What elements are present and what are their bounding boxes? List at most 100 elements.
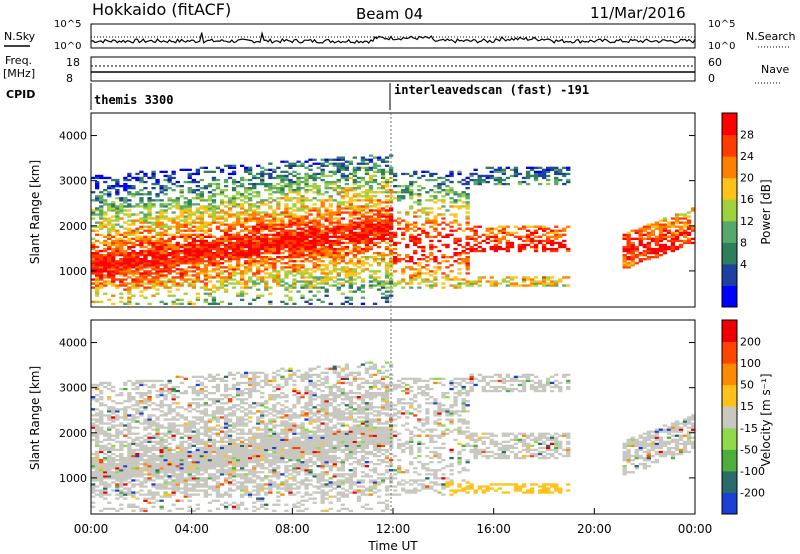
power-cell xyxy=(405,260,410,263)
velocity-cell xyxy=(95,467,100,470)
power-cell xyxy=(441,260,446,263)
power-cell xyxy=(111,264,116,267)
velocity-cell xyxy=(159,507,164,510)
power-cell xyxy=(336,166,341,169)
power-cell xyxy=(163,193,168,196)
velocity-cell xyxy=(159,406,164,409)
power-cell xyxy=(485,241,490,245)
velocity-cell xyxy=(119,444,124,447)
power-cell xyxy=(203,252,208,255)
power-cell xyxy=(203,243,208,247)
power-cell xyxy=(324,268,329,271)
power-cell xyxy=(654,243,659,247)
velocity-cell xyxy=(131,469,136,472)
velocity-cell xyxy=(131,450,136,454)
power-cell xyxy=(622,235,627,238)
power-cell xyxy=(449,278,454,281)
velocity-cell xyxy=(179,450,184,454)
power-cell xyxy=(320,193,325,196)
power-cell xyxy=(364,268,370,271)
power-cell xyxy=(304,235,309,238)
power-cell xyxy=(308,249,313,253)
power-cell xyxy=(107,237,112,240)
power-cell xyxy=(340,284,345,287)
velocity-cell xyxy=(167,412,172,415)
power-cell xyxy=(348,219,353,222)
power-cell xyxy=(505,225,510,228)
power-cell xyxy=(425,213,430,216)
velocity-cell xyxy=(99,416,104,419)
power-cell xyxy=(91,209,96,212)
power-cell xyxy=(207,205,213,208)
power-cell xyxy=(380,158,386,161)
power-cell xyxy=(642,252,647,255)
power-cell xyxy=(433,219,438,222)
power-cell xyxy=(163,258,168,261)
power-cell xyxy=(372,174,378,178)
power-cell xyxy=(248,217,253,220)
power-cell xyxy=(352,247,357,251)
power-cell xyxy=(219,191,225,194)
power-cell xyxy=(332,211,337,214)
power-cell xyxy=(389,278,394,281)
power-cell xyxy=(320,252,325,255)
power-cell xyxy=(352,170,357,173)
velocity-cell xyxy=(147,420,152,423)
power-cell xyxy=(425,264,430,267)
power-cell xyxy=(123,284,128,287)
power-cell xyxy=(215,187,221,190)
power-cell xyxy=(308,272,313,275)
power-cell xyxy=(505,284,510,287)
velocity-cell xyxy=(107,438,112,441)
power-cell xyxy=(481,247,486,251)
power-cell xyxy=(384,268,390,271)
power-cell xyxy=(147,239,152,243)
power-cell xyxy=(485,227,490,230)
velocity-cell xyxy=(159,452,164,456)
power-cell xyxy=(139,264,144,267)
power-cell xyxy=(405,254,410,257)
power-cell xyxy=(324,160,329,163)
power-cell xyxy=(103,239,108,243)
power-cell xyxy=(493,233,498,236)
velocity-cell xyxy=(91,485,96,488)
power-cell xyxy=(566,180,571,184)
power-cell xyxy=(284,249,289,253)
power-cell xyxy=(525,172,531,176)
power-cell xyxy=(155,272,160,275)
power-cell xyxy=(485,280,490,283)
velocity-cell xyxy=(187,436,192,439)
power-cell xyxy=(634,245,639,249)
power-cell xyxy=(155,260,160,263)
power-cell xyxy=(91,268,96,271)
power-cell xyxy=(562,245,567,249)
power-cell xyxy=(352,217,357,220)
power-cell xyxy=(248,168,253,171)
power-cell xyxy=(356,233,362,236)
velocity-cell xyxy=(143,448,148,452)
power-cell xyxy=(384,272,390,275)
power-cell xyxy=(252,282,257,285)
power-cell xyxy=(159,211,164,214)
power-cell xyxy=(682,241,688,245)
power-cell xyxy=(207,252,213,255)
power-cell xyxy=(127,302,132,305)
velocity-cell xyxy=(167,392,172,395)
power-cell xyxy=(393,270,398,273)
velocity-cell xyxy=(123,497,128,500)
power-cell xyxy=(231,272,237,275)
velocity-cell xyxy=(159,495,164,498)
power-cell xyxy=(155,211,160,214)
power-cell xyxy=(219,170,225,173)
power-cell xyxy=(626,256,631,259)
power-cell xyxy=(139,268,144,271)
power-cell xyxy=(115,286,120,289)
velocity-cell xyxy=(143,406,148,409)
power-cell xyxy=(155,292,160,295)
velocity-cell xyxy=(131,383,136,387)
velocity-cell xyxy=(103,444,108,447)
power-cell xyxy=(686,233,692,236)
power-cell xyxy=(240,292,245,295)
power-cell xyxy=(207,260,213,263)
